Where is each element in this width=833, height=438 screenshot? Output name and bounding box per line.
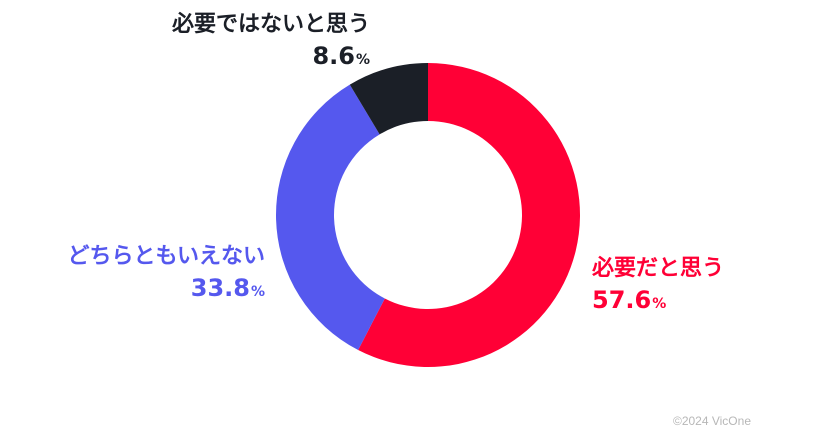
slice-value-not-necessary: 8.6 xyxy=(312,42,355,70)
copyright-text: ©2024 VicOne xyxy=(672,414,751,428)
slice-value-necessary: 57.6 xyxy=(592,286,652,314)
slice-label-not-necessary: 必要ではないと思う 8.6% xyxy=(171,12,370,70)
slice-name-necessary: 必要だと思う xyxy=(592,256,725,281)
slice-name-neutral: どちらともいえない xyxy=(67,244,265,269)
slice-unit-necessary: % xyxy=(652,296,667,312)
slice-neutral xyxy=(276,84,385,350)
slice-unit-not-necessary: % xyxy=(355,52,370,68)
slice-value-neutral: 33.8 xyxy=(190,274,250,302)
slice-not-necessary xyxy=(349,63,428,135)
slice-name-not-necessary: 必要ではないと思う xyxy=(171,12,370,37)
slice-label-necessary: 必要だと思う 57.6% xyxy=(592,256,725,314)
slice-unit-neutral: % xyxy=(250,284,265,300)
slice-necessary xyxy=(358,63,580,367)
slice-label-neutral: どちらともいえない 33.8% xyxy=(67,244,265,302)
